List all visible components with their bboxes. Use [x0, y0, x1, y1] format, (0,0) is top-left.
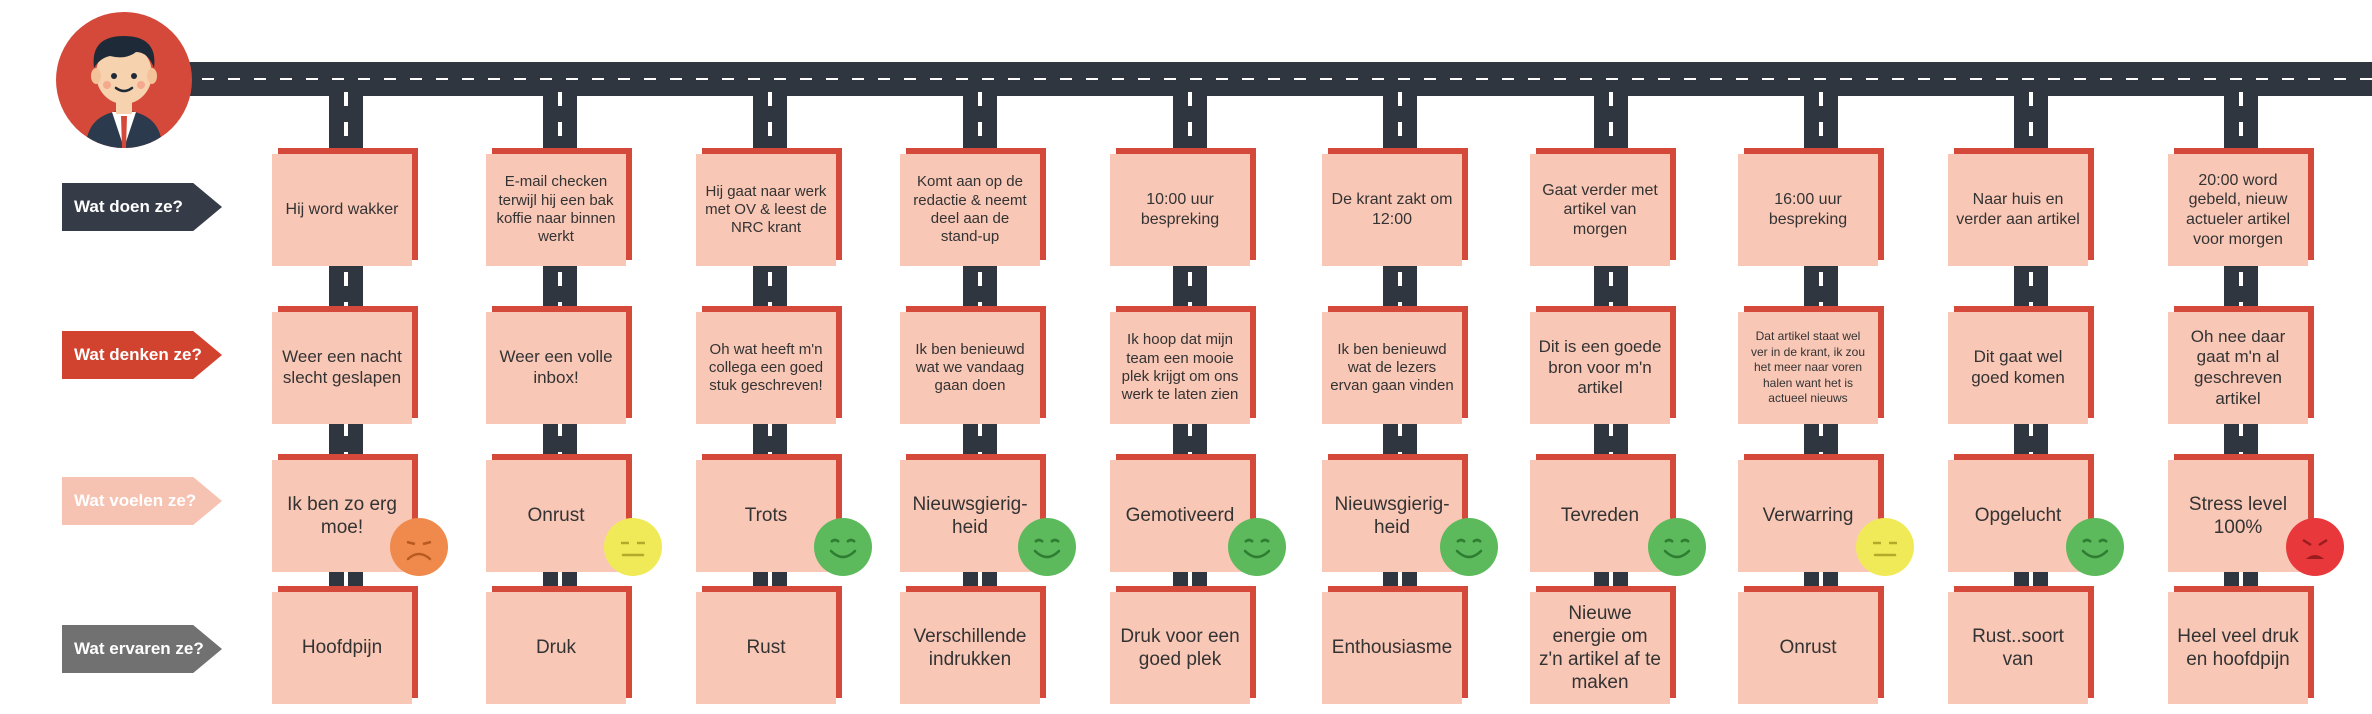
card-denken-text: Oh wat heeft m'n collega een goed stuk g… — [708, 340, 824, 395]
card-ervaren: Rust — [696, 592, 836, 704]
card-voelen-text: Nieuwsgierig-heid — [1334, 493, 1450, 538]
card-doen-text: Hij gaat naar werk met OV & leest de NRC… — [705, 182, 827, 237]
card-voelen: Gemotiveerd — [1110, 460, 1250, 572]
card-doen: Naar huis en verder aan artikel — [1948, 154, 2088, 266]
card-ervaren-text: Hoofdpijn — [301, 637, 383, 659]
card-voelen: Verwarring — [1738, 460, 1878, 572]
card-denken-text: Ik ben benieuwd wat de lezers ervan gaan… — [1330, 340, 1454, 395]
card-denken: Ik ben benieuwd wat de lezers ervan gaan… — [1322, 312, 1462, 424]
card-voelen-text: Stress level 100% — [2188, 493, 2288, 538]
card-doen: Hij gaat naar werk met OV & leest de NRC… — [696, 154, 836, 266]
card-denken: Weer een volle inbox! — [486, 312, 626, 424]
card-doen-text: Komt aan op de redactie & neemt deel aan… — [913, 173, 1027, 246]
card-doen: Komt aan op de redactie & neemt deel aan… — [900, 154, 1040, 266]
businessman-avatar-icon — [86, 36, 162, 148]
card-ervaren-text: Nieuwe energie om z'n artikel af te make… — [1539, 602, 1661, 694]
card-denken-text: Oh nee daar gaat m'n al geschreven artik… — [2190, 326, 2286, 408]
card-ervaren-text: Enthousiasme — [1331, 637, 1453, 659]
card-doen: Gaat verder met artikel van morgen — [1530, 154, 1670, 266]
card-doen-text: Gaat verder met artikel van morgen — [1542, 181, 1658, 238]
card-denken: Ik ben benieuwd wat we vandaag gaan doen — [900, 312, 1040, 424]
card-ervaren-text: Verschillende indrukken — [913, 625, 1027, 670]
row-label-denken: Wat denken ze? — [62, 331, 222, 379]
card-ervaren: Rust..soort van — [1948, 592, 2088, 704]
card-voelen: Onrust — [486, 460, 626, 572]
card-voelen-text: Onrust — [527, 505, 585, 527]
card-doen: 16:00 uur bespreking — [1738, 154, 1878, 266]
card-ervaren: Druk — [486, 592, 626, 704]
card-doen-text: Naar huis en verder aan artikel — [1956, 191, 2080, 228]
card-doen-text: 10:00 uur bespreking — [1140, 191, 1220, 228]
card-ervaren: Nieuwe energie om z'n artikel af te make… — [1530, 592, 1670, 704]
card-doen: E-mail checken terwijl hij een bak koffi… — [486, 154, 626, 266]
card-voelen: Opgelucht — [1948, 460, 2088, 572]
happy-face-icon — [1228, 518, 1286, 576]
card-denken: Dat artikel staat wel ver in de krant, i… — [1738, 312, 1878, 424]
card-denken-text: Ik ben benieuwd wat we vandaag gaan doen — [915, 340, 1025, 395]
card-ervaren-text: Druk voor een goed plek — [1120, 625, 1240, 670]
happy-face-icon — [1018, 518, 1076, 576]
card-ervaren: Enthousiasme — [1322, 592, 1462, 704]
card-doen-text: E-mail checken terwijl hij een bak koffi… — [496, 173, 616, 246]
neutral-face-icon — [604, 518, 662, 576]
card-denken: Weer een nacht slecht geslapen — [272, 312, 412, 424]
stressed-face-icon — [2286, 518, 2344, 576]
card-voelen-text: Trots — [744, 505, 788, 527]
card-voelen: Nieuwsgierig-heid — [900, 460, 1040, 572]
card-denken: Dit is een goede bron voor m'n artikel — [1530, 312, 1670, 424]
timeline-road — [150, 62, 2372, 96]
card-denken-text: Weer een volle inbox! — [499, 347, 613, 387]
card-denken: Oh wat heeft m'n collega een goed stuk g… — [696, 312, 836, 424]
card-voelen-text: Tevreden — [1560, 505, 1640, 527]
card-voelen: Ik ben zo erg moe! — [272, 460, 412, 572]
card-voelen: Stress level 100% — [2168, 460, 2308, 572]
happy-face-icon — [814, 518, 872, 576]
card-ervaren: Hoofdpijn — [272, 592, 412, 704]
row-label-doen: Wat doen ze? — [62, 183, 222, 231]
card-ervaren-text: Rust..soort van — [1972, 625, 2064, 670]
card-denken: Oh nee daar gaat m'n al geschreven artik… — [2168, 312, 2308, 424]
card-voelen: Trots — [696, 460, 836, 572]
card-denken-text: Weer een nacht slecht geslapen — [282, 347, 402, 387]
card-voelen-text: Opgelucht — [1974, 505, 2062, 527]
card-denken-text: Dit is een goede bron voor m'n artikel — [1538, 336, 1662, 398]
card-doen-text: 16:00 uur bespreking — [1768, 191, 1848, 228]
card-denken-text: Dit gaat wel goed komen — [1971, 347, 2065, 387]
card-doen: Hij word wakker — [272, 154, 412, 266]
card-doen-text: Hij word wakker — [285, 201, 399, 219]
card-ervaren: Onrust — [1738, 592, 1878, 704]
card-voelen-text: Gemotiveerd — [1125, 505, 1235, 527]
avatar — [56, 12, 192, 148]
card-doen: De krant zakt om 12:00 — [1322, 154, 1462, 266]
card-ervaren-text: Onrust — [1779, 637, 1837, 659]
card-denken-text: Ik hoop dat mijn team een mooie plek kri… — [1121, 331, 1239, 404]
card-doen-text: 20:00 word gebeld, nieuw actueler artike… — [2185, 171, 2291, 248]
card-doen: 10:00 uur bespreking — [1110, 154, 1250, 266]
row-label-voelen: Wat voelen ze? — [62, 477, 222, 525]
card-ervaren: Verschillende indrukken — [900, 592, 1040, 704]
card-denken: Dit gaat wel goed komen — [1948, 312, 2088, 424]
happy-face-icon — [1440, 518, 1498, 576]
card-denken: Ik hoop dat mijn team een mooie plek kri… — [1110, 312, 1250, 424]
card-ervaren-text: Heel veel druk en hoofdpijn — [2177, 625, 2299, 670]
happy-face-icon — [2066, 518, 2124, 576]
neutral-face-icon — [1856, 518, 1914, 576]
card-voelen-text: Verwarring — [1762, 505, 1854, 527]
row-label-ervaren: Wat ervaren ze? — [62, 625, 222, 673]
card-ervaren: Druk voor een goed plek — [1110, 592, 1250, 704]
card-voelen-text: Ik ben zo erg moe! — [287, 493, 397, 538]
card-voelen: Nieuwsgierig-heid — [1322, 460, 1462, 572]
sad-face-icon — [390, 518, 448, 576]
card-ervaren-text: Druk — [535, 637, 577, 659]
card-voelen: Tevreden — [1530, 460, 1670, 572]
card-ervaren-text: Rust — [746, 637, 786, 659]
card-voelen-text: Nieuwsgierig-heid — [912, 493, 1028, 538]
happy-face-icon — [1648, 518, 1706, 576]
card-doen-text: De krant zakt om 12:00 — [1331, 191, 1453, 228]
card-ervaren: Heel veel druk en hoofdpijn — [2168, 592, 2308, 704]
card-doen: 20:00 word gebeld, nieuw actueler artike… — [2168, 154, 2308, 266]
card-denken-text: Dat artikel staat wel ver in de krant, i… — [1750, 329, 1866, 406]
